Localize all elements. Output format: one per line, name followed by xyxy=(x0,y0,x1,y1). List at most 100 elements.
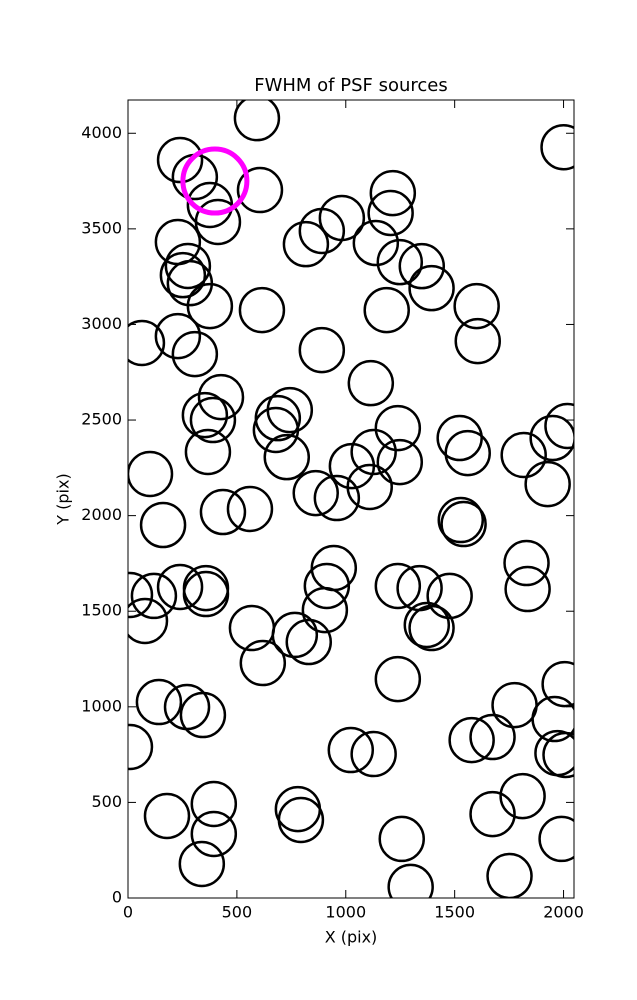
x-tick-label: 0 xyxy=(123,903,133,922)
source-circle xyxy=(346,463,393,511)
source-circle xyxy=(139,501,187,549)
source-circle xyxy=(277,796,325,844)
source-circle xyxy=(252,406,300,454)
source-circle xyxy=(378,815,425,863)
source-circle xyxy=(298,326,346,374)
source-circle xyxy=(313,474,361,522)
source-circle xyxy=(184,428,232,476)
source-circle xyxy=(285,618,333,666)
source-circle xyxy=(128,450,174,498)
source-circle xyxy=(181,391,229,439)
y-tick-label: 1000 xyxy=(81,696,122,715)
source-circle xyxy=(236,166,284,214)
source-circle xyxy=(469,713,516,761)
source-circle xyxy=(128,723,154,771)
source-circle xyxy=(408,604,455,652)
source-circle xyxy=(197,373,245,421)
source-circle xyxy=(374,562,422,610)
y-tick-label: 2500 xyxy=(81,410,122,429)
source-circle xyxy=(135,678,183,726)
source-circle xyxy=(199,488,247,536)
source-circle xyxy=(524,460,571,508)
y-tick-label: 500 xyxy=(91,792,122,811)
chart-title: FWHM of PSF sources xyxy=(254,75,448,96)
plot-frame xyxy=(127,99,575,899)
source-circle xyxy=(301,586,349,634)
source-circle xyxy=(408,264,455,312)
source-circle xyxy=(156,136,204,184)
source-circle xyxy=(239,639,287,687)
source-circle xyxy=(369,169,417,217)
source-circle xyxy=(444,429,491,477)
source-circle xyxy=(263,433,311,481)
source-circle xyxy=(542,731,574,779)
source-circle xyxy=(178,840,226,888)
source-circle xyxy=(156,563,204,611)
source-circle xyxy=(486,852,533,898)
source-circle xyxy=(282,220,330,268)
source-circle xyxy=(266,386,314,434)
source-circle xyxy=(327,726,375,774)
source-circle xyxy=(292,469,339,517)
x-tick-label: 1000 xyxy=(325,903,366,922)
source-circle xyxy=(426,572,473,620)
source-circle xyxy=(154,312,202,360)
source-circle xyxy=(189,396,237,444)
source-circle xyxy=(440,500,487,548)
source-circle xyxy=(164,242,212,290)
source-circle xyxy=(163,683,211,731)
source-circle xyxy=(190,810,238,858)
source-circle xyxy=(529,414,574,462)
source-circle xyxy=(436,414,483,462)
source-circle xyxy=(128,571,154,619)
source-circle xyxy=(540,123,574,171)
source-circle xyxy=(454,317,501,365)
source-circle xyxy=(499,772,546,820)
source-circle xyxy=(182,570,230,618)
source-circle xyxy=(271,611,319,659)
source-circle xyxy=(376,438,424,486)
x-tick-label: 500 xyxy=(222,903,253,922)
source-circle xyxy=(233,100,281,142)
source-circle xyxy=(159,251,207,299)
source-circle xyxy=(531,695,574,743)
source-circle xyxy=(128,319,166,367)
plot-marks xyxy=(128,100,574,898)
source-circle xyxy=(190,780,238,828)
source-circle xyxy=(367,189,414,237)
source-circle xyxy=(376,238,424,286)
source-circle xyxy=(238,286,286,334)
x-tick-label: 2000 xyxy=(543,903,584,922)
source-circle xyxy=(179,691,227,739)
source-circle xyxy=(437,496,485,544)
source-circle xyxy=(544,402,574,450)
source-circle xyxy=(398,242,446,290)
y-tick-label: 3000 xyxy=(81,314,122,333)
source-circle xyxy=(130,572,178,620)
source-circle xyxy=(534,729,574,777)
source-circle xyxy=(504,565,551,613)
source-circle xyxy=(303,562,351,610)
source-circle xyxy=(469,790,516,838)
source-circle xyxy=(298,207,346,255)
source-circle xyxy=(374,655,422,703)
source-circle xyxy=(363,286,410,334)
source-circle xyxy=(350,730,397,778)
source-circle xyxy=(128,597,169,645)
source-circle xyxy=(387,863,434,898)
source-circle xyxy=(143,792,191,840)
source-circle xyxy=(453,282,500,330)
source-circle xyxy=(226,485,274,533)
source-circle xyxy=(180,146,250,216)
source-circle xyxy=(186,282,234,330)
y-tick-label: 1500 xyxy=(81,601,122,620)
y-tick-label: 0 xyxy=(112,888,122,907)
source-circle xyxy=(154,218,202,266)
source-circle xyxy=(352,219,400,267)
source-circle xyxy=(347,359,395,407)
source-circle xyxy=(403,601,451,649)
source-circle xyxy=(374,404,422,452)
source-circle xyxy=(500,431,547,479)
source-circle xyxy=(538,815,574,863)
